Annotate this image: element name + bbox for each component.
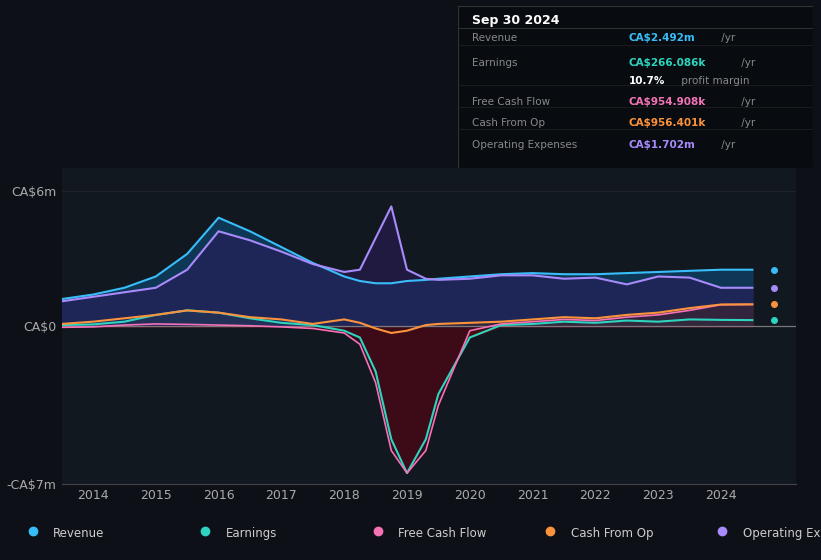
Text: /yr: /yr <box>718 141 735 151</box>
Text: Earnings: Earnings <box>226 527 277 540</box>
Text: Free Cash Flow: Free Cash Flow <box>398 527 487 540</box>
Text: CA$954.908k: CA$954.908k <box>628 96 705 106</box>
Text: CA$956.401k: CA$956.401k <box>628 119 706 128</box>
Text: Revenue: Revenue <box>472 33 517 43</box>
Text: Free Cash Flow: Free Cash Flow <box>472 96 550 106</box>
Text: /yr: /yr <box>737 119 754 128</box>
Text: /yr: /yr <box>737 96 754 106</box>
Text: CA$266.086k: CA$266.086k <box>628 58 706 68</box>
Text: CA$1.702m: CA$1.702m <box>628 141 695 151</box>
FancyBboxPatch shape <box>458 6 813 168</box>
Text: Cash From Op: Cash From Op <box>472 119 545 128</box>
Text: Operating Expenses: Operating Expenses <box>472 141 577 151</box>
Text: 10.7%: 10.7% <box>628 76 665 86</box>
Text: Sep 30 2024: Sep 30 2024 <box>472 14 560 27</box>
Text: profit margin: profit margin <box>678 76 750 86</box>
Text: Revenue: Revenue <box>53 527 105 540</box>
Text: /yr: /yr <box>718 33 735 43</box>
Text: Cash From Op: Cash From Op <box>571 527 653 540</box>
Text: /yr: /yr <box>737 58 754 68</box>
Text: Earnings: Earnings <box>472 58 518 68</box>
Text: CA$2.492m: CA$2.492m <box>628 33 695 43</box>
Text: Operating Expenses: Operating Expenses <box>743 527 821 540</box>
